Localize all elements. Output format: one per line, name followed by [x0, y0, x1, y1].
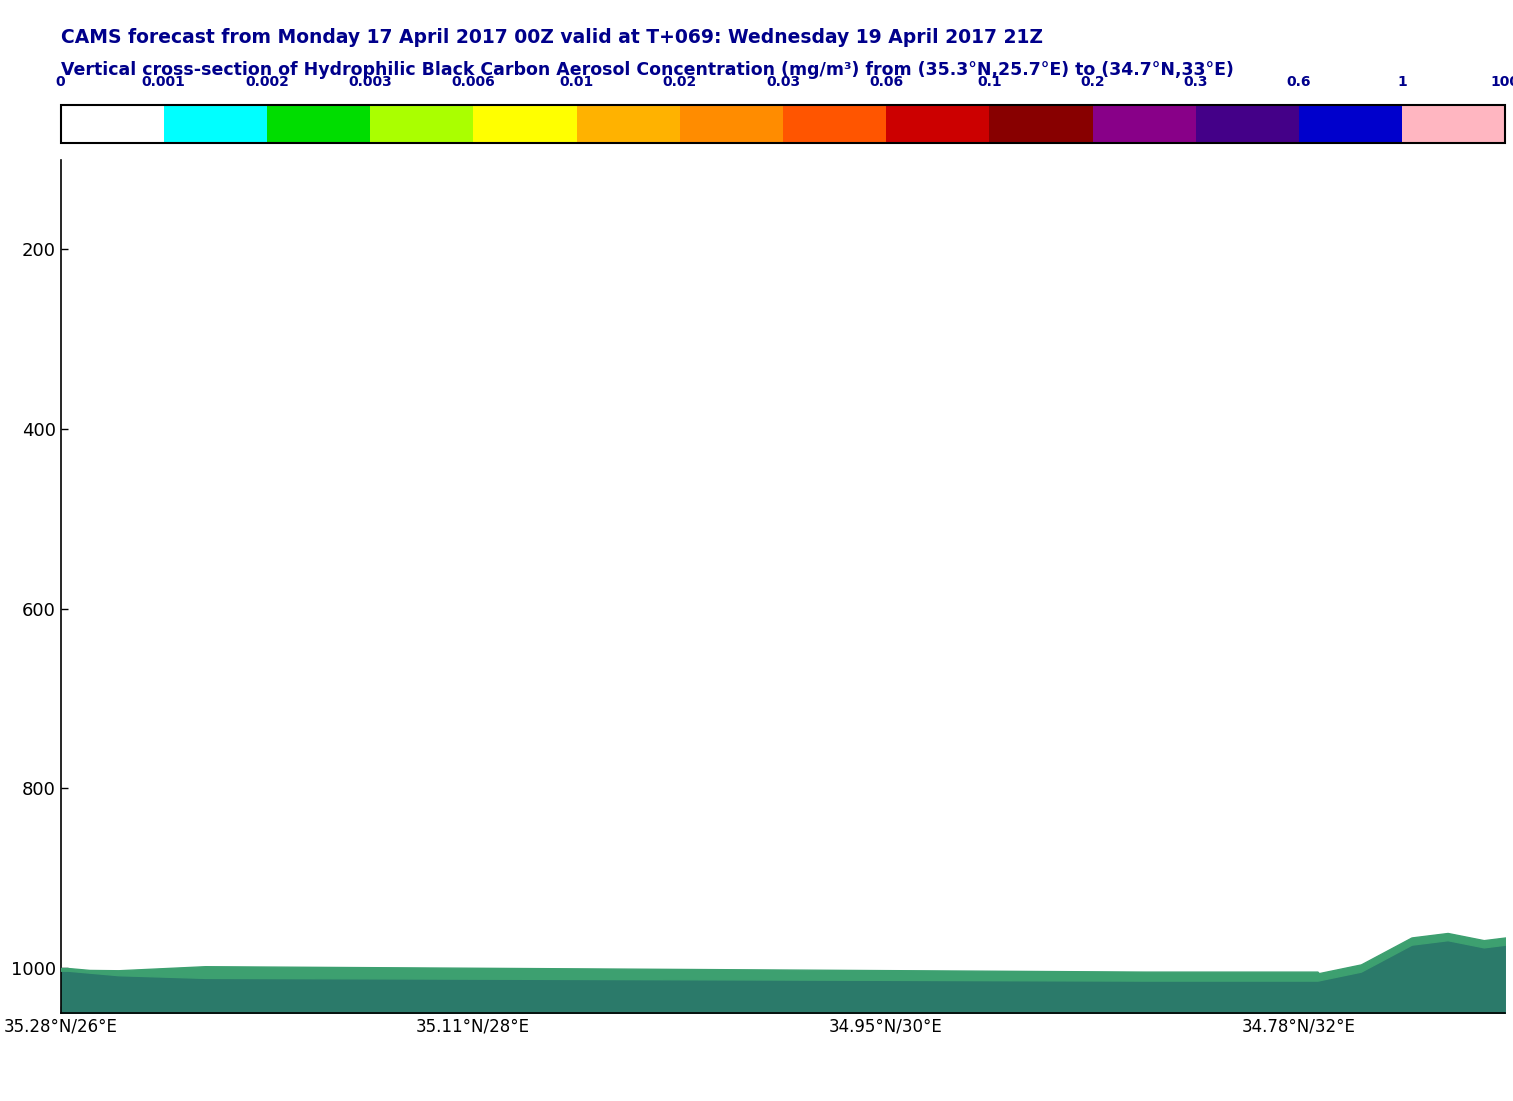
Bar	[679, 105, 784, 143]
Text: 0.006: 0.006	[451, 75, 495, 89]
Bar	[371, 105, 474, 143]
Text: 0.03: 0.03	[766, 75, 800, 89]
Text: 0.02: 0.02	[663, 75, 697, 89]
Text: Vertical cross-section of Hydrophilic Black Carbon Aerosol Concentration (mg/m³): Vertical cross-section of Hydrophilic Bl…	[61, 61, 1233, 78]
Bar	[61, 105, 1505, 143]
Text: 1: 1	[1398, 75, 1407, 89]
Text: 100: 100	[1490, 75, 1513, 89]
Text: 0: 0	[56, 75, 65, 89]
Text: 0.2: 0.2	[1080, 75, 1104, 89]
Text: 0.003: 0.003	[348, 75, 392, 89]
Bar	[266, 105, 371, 143]
Bar	[1300, 105, 1403, 143]
Text: 0.002: 0.002	[245, 75, 289, 89]
Text: 0.1: 0.1	[977, 75, 1002, 89]
Text: 0.6: 0.6	[1286, 75, 1312, 89]
Text: 0.3: 0.3	[1183, 75, 1207, 89]
Text: 0.06: 0.06	[868, 75, 903, 89]
Bar	[887, 105, 990, 143]
Bar	[1403, 105, 1505, 143]
Bar	[474, 105, 576, 143]
Bar	[1195, 105, 1300, 143]
Bar	[576, 105, 679, 143]
Bar	[61, 105, 163, 143]
Bar	[1092, 105, 1195, 143]
Text: 0.01: 0.01	[560, 75, 593, 89]
Bar	[990, 105, 1092, 143]
Text: 0.001: 0.001	[142, 75, 186, 89]
Bar	[163, 105, 266, 143]
Bar	[784, 105, 887, 143]
Text: CAMS forecast from Monday 17 April 2017 00Z valid at T+069: Wednesday 19 April 2: CAMS forecast from Monday 17 April 2017 …	[61, 28, 1042, 46]
